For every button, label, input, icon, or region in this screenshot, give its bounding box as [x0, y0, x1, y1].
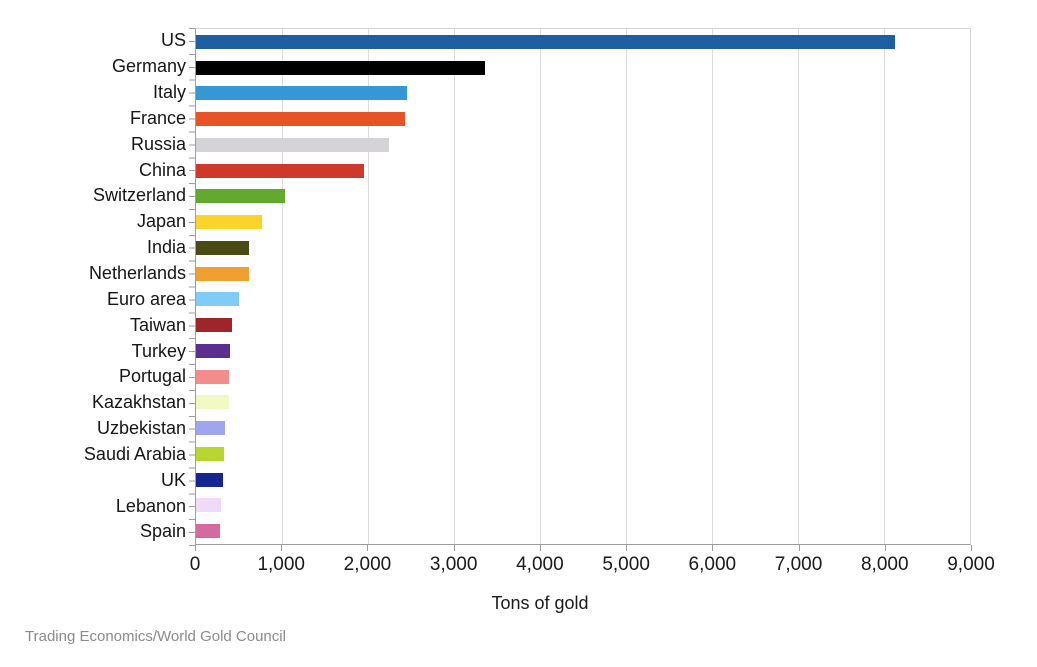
chart-row: [196, 338, 970, 364]
category-label: Taiwan: [129, 314, 186, 335]
x-tick: [281, 545, 283, 551]
bar: [196, 472, 223, 487]
bar: [196, 240, 250, 255]
gridline: [711, 29, 713, 544]
chart-row: [196, 81, 970, 107]
bar: [196, 189, 286, 204]
bar: [196, 86, 407, 101]
chart-row: [196, 518, 970, 544]
plot-area: [195, 28, 971, 545]
chart-row: [196, 415, 970, 441]
x-axis-title: Tons of gold: [491, 593, 589, 613]
bar: [196, 395, 229, 410]
x-tick-label: 9,000: [947, 554, 995, 575]
x-tick: [712, 545, 714, 551]
bar: [196, 292, 240, 307]
category-label: Turkey: [131, 340, 186, 361]
chart-row: [196, 235, 970, 261]
bar: [196, 60, 486, 75]
chart-row: [196, 261, 970, 287]
bar: [196, 318, 233, 333]
x-tick: [453, 545, 455, 551]
category-label: China: [138, 159, 186, 180]
x-tick: [798, 545, 800, 551]
x-tick: [195, 545, 196, 551]
x-tick-label: 3,000: [429, 554, 478, 575]
bar: [196, 112, 406, 127]
bar: [196, 266, 249, 281]
chart-row: [196, 106, 970, 132]
chart-row: [196, 55, 970, 81]
gridline: [368, 29, 369, 544]
x-tick: [884, 545, 886, 551]
category-label: Lebanon: [115, 495, 186, 516]
x-tick: [626, 545, 628, 551]
gridline: [282, 29, 283, 544]
category-label: US: [160, 30, 186, 51]
chart-row: [196, 312, 970, 338]
category-label: France: [129, 107, 186, 128]
category-label: Saudi Arabia: [83, 443, 186, 464]
bar: [196, 343, 231, 358]
y-axis-tick-rail: [189, 28, 195, 546]
x-tick-label: 6,000: [688, 554, 737, 575]
bar: [196, 163, 364, 178]
x-tick-label: 8,000: [860, 554, 909, 575]
category-label: Portugal: [118, 366, 186, 387]
category-label: UK: [160, 469, 186, 490]
category-label: Netherlands: [88, 263, 186, 284]
chart-row: [196, 493, 970, 519]
category-label: Japan: [136, 211, 186, 232]
bar: [196, 137, 389, 152]
chart-row: [196, 364, 970, 390]
gridline: [884, 29, 885, 544]
x-tick: [971, 545, 972, 551]
category-label: Uzbekistan: [96, 418, 186, 439]
category-label: Spain: [139, 521, 186, 542]
chart-row: [196, 441, 970, 467]
x-axis-tick-labels: 0 1,000 2,000 3,000 4,000 5,000 6,000 7,000 8,00…: [190, 554, 995, 578]
bar: [196, 524, 221, 539]
y-axis-category-labels: US Germany Italy France Russia China Switzerla…: [0, 28, 186, 545]
gridline: [540, 29, 541, 544]
x-tick-label: 2,000: [343, 554, 392, 575]
category-label: Euro area: [106, 288, 186, 309]
x-tick-label: 4,000: [516, 554, 564, 575]
x-tick-label: 7,000: [774, 554, 823, 575]
x-axis-ticks: [195, 545, 972, 551]
bar: [196, 446, 224, 461]
source-attribution: Trading Economics/World Gold Council: [25, 628, 286, 645]
gridline: [798, 29, 799, 544]
x-tick-label: 5,000: [602, 554, 650, 575]
chart-row: [196, 184, 970, 210]
category-label: Italy: [152, 82, 186, 103]
chart-row: [196, 29, 970, 55]
bar-rows: [196, 29, 970, 544]
bar: [196, 34, 896, 49]
chart-row: [196, 158, 970, 184]
bar: [196, 215, 262, 230]
category-label: India: [146, 237, 186, 258]
category-label: Kazakhstan: [91, 392, 186, 413]
chart-row: [196, 132, 970, 158]
bar: [196, 421, 225, 436]
bar: [196, 498, 221, 513]
chart-row: [196, 390, 970, 416]
chart-row: [196, 467, 970, 493]
chart-row: [196, 209, 970, 235]
chart-row: [196, 287, 970, 313]
x-tick-label: 1,000: [257, 554, 305, 575]
category-label: Switzerland: [92, 185, 186, 206]
x-tick: [367, 545, 369, 551]
category-label: Germany: [111, 56, 186, 77]
x-tick: [539, 545, 541, 551]
x-tick-label: 0: [189, 554, 201, 575]
bar: [196, 369, 229, 384]
gridline: [626, 29, 627, 544]
category-label: Russia: [130, 133, 186, 154]
gridline: [453, 29, 455, 544]
